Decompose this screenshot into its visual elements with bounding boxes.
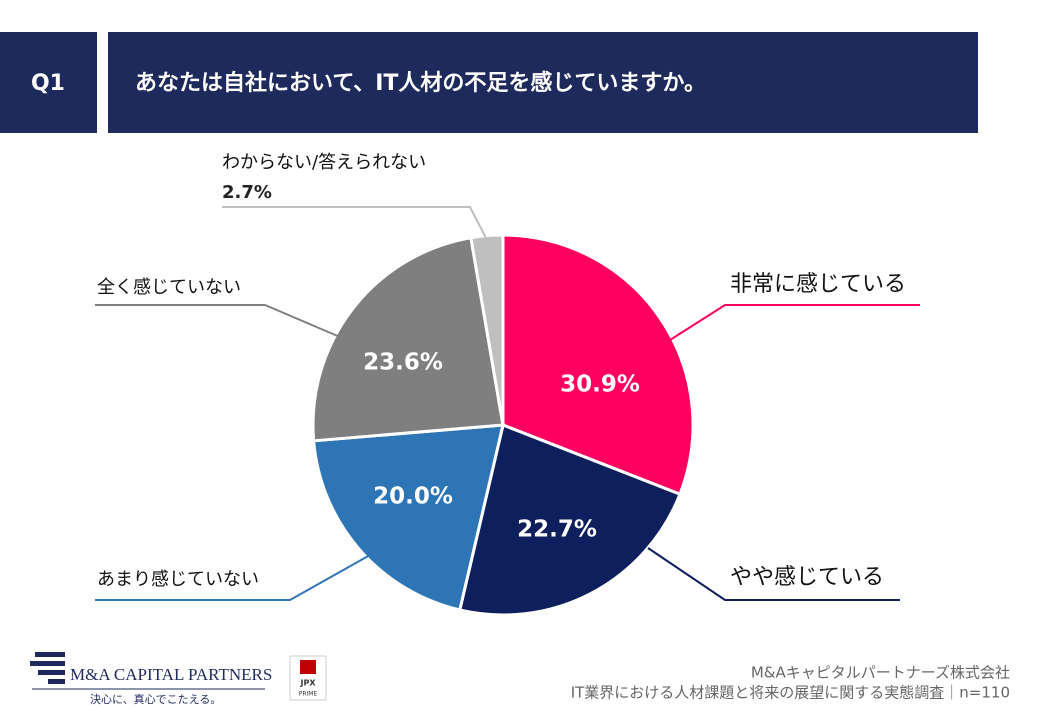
value-label: 20.0%	[373, 484, 453, 510]
question-box	[0, 32, 97, 133]
footer-company: M&Aキャピタルパートナーズ株式会社	[751, 664, 1010, 682]
pie-slice	[469, 233, 505, 426]
pie-slice	[501, 233, 695, 497]
title-bar	[108, 32, 978, 133]
leader-line	[669, 304, 920, 341]
badge-text: JPX	[299, 679, 316, 688]
value-label: 23.6%	[363, 350, 443, 376]
logo-bar	[35, 652, 65, 657]
leader-line	[647, 547, 900, 601]
category-label: 全く感じていない	[97, 277, 241, 298]
leader-line	[95, 554, 371, 601]
value-label: 22.7%	[517, 517, 597, 543]
pie-slice	[312, 423, 505, 612]
category-label: 非常に感じている	[730, 272, 906, 297]
category-label: わからない/答えられない	[222, 152, 426, 173]
question-title: あなたは自社において、IT人材の不足を感じていますか。	[135, 70, 706, 96]
value-label: 2.7%	[222, 182, 272, 203]
logo-bar	[38, 670, 65, 675]
logo-name: M&A CAPITAL PARTNERS	[70, 665, 272, 684]
value-label: 30.9%	[560, 372, 640, 398]
logo-tagline: 決心に、真心でこたえる。	[90, 692, 221, 706]
leader-line	[222, 206, 488, 241]
logo-bar	[48, 679, 65, 684]
badge-text: PRIME	[299, 691, 318, 698]
pie-slice	[311, 235, 505, 443]
category-label: あまり感じていない	[97, 569, 259, 590]
pie-slice	[457, 422, 682, 617]
category-label: やや感じている	[730, 565, 884, 590]
footer-survey: IT業界における人材課題と将来の展望に関する実態調査｜n=110	[571, 684, 1010, 702]
logo: M&A CAPITAL PARTNERS 決心に、真心でこたえる。 JPX PR…	[30, 652, 327, 706]
badge-icon	[300, 660, 316, 674]
leader-line	[95, 304, 341, 338]
logo-bar	[30, 661, 65, 666]
question-label: Q1	[31, 71, 65, 96]
